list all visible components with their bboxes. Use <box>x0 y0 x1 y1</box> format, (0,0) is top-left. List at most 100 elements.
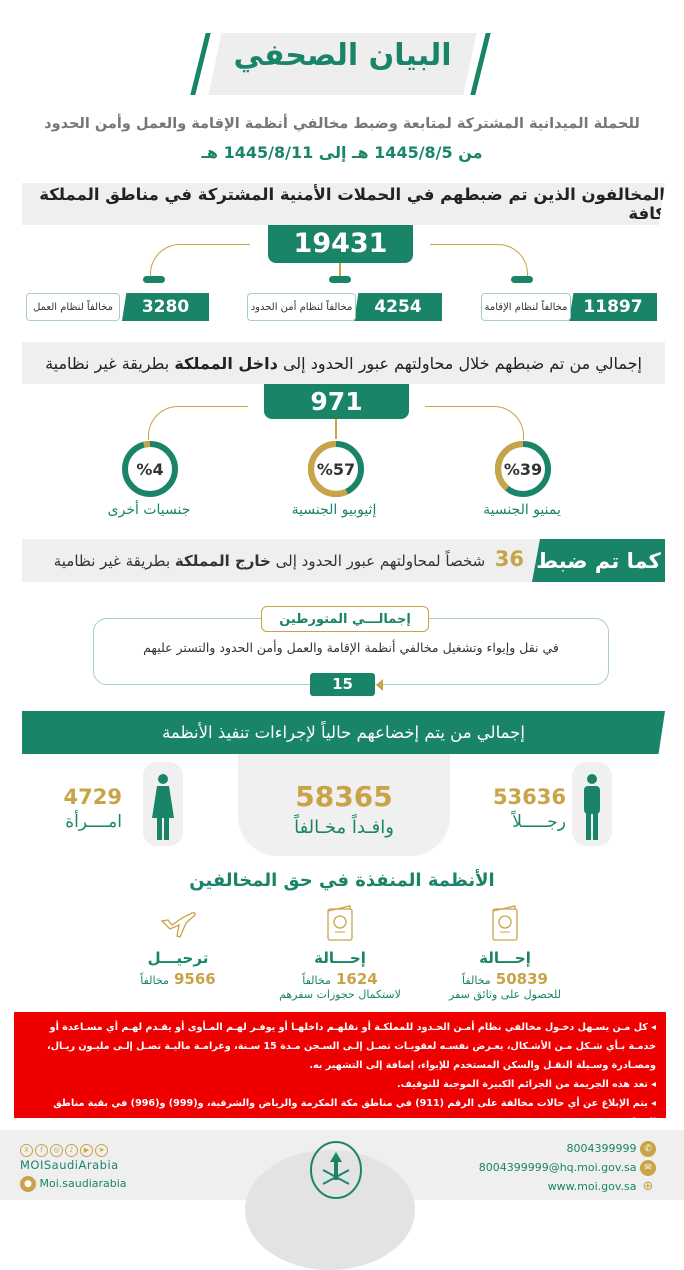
involved-title-text: إجمالـــي المتورطين <box>279 611 411 627</box>
social-handle[interactable]: MOISaudiArabia <box>20 1158 119 1172</box>
enforced-item-value: 50839 <box>495 970 548 988</box>
enforced-item-unit: مخالفاً <box>140 974 169 987</box>
inside-heading-bold: داخل المملكة <box>174 353 278 373</box>
outside-text: 36 شخصاً لمحاولتهم عبور الحدود إلى خارج … <box>54 547 524 571</box>
globe-icon: ⊕ <box>642 1179 654 1194</box>
connector-line <box>430 244 528 278</box>
warning-text: يتم الإبلاغ عن أي حالات مخالفة على الرقم… <box>53 1098 656 1128</box>
procedures-total-label: وافـداً مخـالفاً <box>294 817 394 838</box>
involved-count: 15 <box>310 673 375 696</box>
footer-phone[interactable]: 8004399999 ✆ <box>566 1141 656 1157</box>
enforced-item-travel-docs: إحـــالة 50839 مخالفاً للحصول على وثائق … <box>430 905 580 1001</box>
outside-tag-text: كما تم ضبط <box>536 548 661 573</box>
men-count: 53636 <box>492 785 566 809</box>
men-label: رجـــــلاً <box>512 812 566 832</box>
email-text: 8004399999@hq.moi.gov.sa <box>478 1161 637 1174</box>
nationality-label-other: جنسيات أخرى <box>107 502 191 518</box>
passport-icon <box>327 905 353 941</box>
connector-line <box>339 263 341 277</box>
enforced-item-bookings: إحـــالة 1624 مخالفاً لاستكمال حجوزات سف… <box>265 905 415 1001</box>
connector-tick <box>329 276 351 283</box>
violators-total: 19431 <box>268 225 413 263</box>
saudi-emblem-logo <box>310 1141 362 1199</box>
connector-line <box>335 419 337 439</box>
procedures-heading-text: إجمالي من يتم إخضاعهم حالياً لإجراءات تن… <box>162 723 525 742</box>
residency-violators-count: 11897 <box>569 293 657 321</box>
footer-email[interactable]: 8004399999@hq.moi.gov.sa ✉ <box>479 1160 656 1176</box>
outside-tag: كما تم ضبط <box>532 539 665 582</box>
ring-arc-yemeni <box>495 441 551 497</box>
x-icon[interactable]: X <box>20 1144 33 1157</box>
outside-text-pre: شخصاً لمحاولتهم عبور الحدود إلى <box>275 552 486 570</box>
telegram-icon[interactable]: ➤ <box>95 1144 108 1157</box>
facebook-icon[interactable]: f <box>35 1144 48 1157</box>
labor-violators-count: 3280 <box>122 293 209 321</box>
mail-icon: ✉ <box>640 1160 656 1176</box>
enforced-item-desc: للحصول على وثائق سفر <box>449 988 561 1001</box>
warning-item: ◂ تعد هذه الجريمة من الجرائم الكبيرة الم… <box>397 1079 656 1090</box>
warning-item: ◂ يتم الإبلاغ عن أي حالات مخالفة على الر… <box>53 1098 656 1128</box>
procedures-total: 58365 <box>295 780 393 813</box>
enforced-item-value: 9566 <box>173 970 216 988</box>
passport-icon <box>492 905 518 941</box>
nationality-label-ethiopian: إثيوبيو الجنسية <box>291 502 377 518</box>
involved-text: في نقل وإيواء وتشغيل مخالفي أنظمة الإقام… <box>143 640 559 655</box>
connector-tick <box>511 276 533 283</box>
ring-arc-ethiopian <box>308 441 364 497</box>
enforced-item-unit: مخالفاً <box>462 974 491 987</box>
woman-icon-box <box>143 762 183 846</box>
outside-text-post: بطريقة غير نظامية <box>53 552 171 570</box>
tiktok-icon[interactable]: ♪ <box>65 1144 78 1157</box>
decorative-slash <box>190 33 211 95</box>
outside-text-bold: خارج المملكة <box>174 552 271 570</box>
enforced-item-unit: مخالفاً <box>302 974 331 987</box>
warning-item: ◂ كل مـن يسـهل دخـول مخالفي نظام أمـن ال… <box>47 1022 656 1071</box>
youtube-icon[interactable]: ▶ <box>80 1144 93 1157</box>
nationality-rings: %39 %57 %4 <box>122 441 551 497</box>
page-title: البيان الصحفي <box>233 38 452 73</box>
procedures-heading: إجمالي من يتم إخضاعهم حالياً لإجراءات تن… <box>22 711 665 754</box>
footer-website[interactable]: www.moi.gov.sa ⊕ <box>548 1179 656 1195</box>
inside-heading-pre: إجمالي من تم ضبطهم خلال محاولتهم عبور ال… <box>282 353 642 373</box>
subtitle: للحملة الميدانية المشتركة لمتابعة وضبط م… <box>44 116 640 132</box>
enforced-item-deportation: ترحيـــل 9566 مخالفاً <box>103 905 253 988</box>
instagram-icon[interactable]: ◎ <box>50 1144 63 1157</box>
women-label: امــــرأة <box>65 812 122 832</box>
connector-line <box>150 244 250 278</box>
inside-heading: إجمالي من تم ضبطهم خلال محاولتهم عبور ال… <box>22 342 665 384</box>
enforced-item-desc: لاستكمال حجوزات سفرهم <box>279 988 401 1001</box>
ring-percent-ethiopian: %57 <box>317 460 355 479</box>
arrow-icon <box>376 679 383 691</box>
enforced-item-value: 1624 <box>335 970 378 988</box>
enforced-item-title: إحـــالة <box>314 949 366 967</box>
warning-text: كل مـن يسـهل دخـول مخالفي نظام أمـن الحـ… <box>47 1022 656 1071</box>
snapchat-text: Moi.saudiarabia <box>39 1177 127 1190</box>
man-icon <box>584 774 600 840</box>
warning-text: تعد هذه الجريمة من الجرائم الكبيرة الموج… <box>397 1079 648 1090</box>
snapchat-handle[interactable]: ● Moi.saudiarabia <box>20 1176 127 1192</box>
connector-tick <box>143 276 165 283</box>
violators-heading-text: المخالفون الذين تم ضبطهم في الحملات الأم… <box>39 185 665 223</box>
ring-arc-other <box>122 441 178 497</box>
nationality-label-yemeni: يمنيو الجنسية <box>483 502 561 518</box>
procedures-total-panel <box>238 754 450 856</box>
man-icon-box <box>572 762 612 846</box>
labor-violators-label: مخالفاً لنظام العمل <box>26 293 120 321</box>
airplane-icon <box>160 912 196 938</box>
border-violators-label: مخالفاً لنظام أمن الحدود <box>247 293 356 321</box>
phone-icon: ✆ <box>640 1141 656 1157</box>
date-range: من 1445/8/5 هـ إلى 1445/8/11 هـ <box>201 143 483 162</box>
enforced-item-title: ترحيـــل <box>147 949 209 967</box>
inside-total: 971 <box>264 384 409 419</box>
phone-text: 8004399999 <box>566 1142 637 1155</box>
enforced-item-title: إحـــالة <box>479 949 531 967</box>
warnings-box: ◂ كل مـن يسـهل دخـول مخالفي نظام أمـن ال… <box>14 1012 666 1128</box>
women-count: 4729 <box>63 785 122 809</box>
website-text: www.moi.gov.sa <box>547 1180 637 1193</box>
violators-heading: المخالفون الذين تم ضبطهم في الحملات الأم… <box>22 183 665 225</box>
enforced-heading: الأنظمة المنفذة في حق المخالفين <box>189 870 495 891</box>
ring-percent-other: %4 <box>136 460 163 479</box>
woman-icon <box>152 774 174 840</box>
snapchat-icon: ● <box>20 1176 36 1192</box>
